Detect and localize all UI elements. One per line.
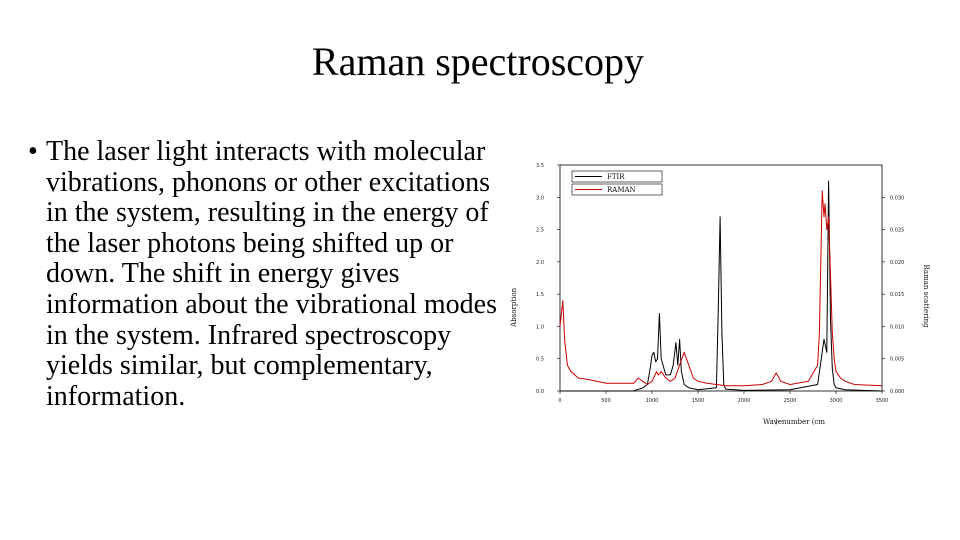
y-left-tick-label: 3.5 <box>536 163 544 169</box>
y-left-tick-label: 2.0 <box>536 260 544 266</box>
series-line-raman <box>559 190 883 387</box>
y-right-tick-label: 0.010 <box>890 324 904 330</box>
bullet-text: The laser light interacts with molecular… <box>46 136 498 412</box>
y-right-tick-label: 0.030 <box>890 195 904 201</box>
x-tick-label: 3000 <box>830 398 843 404</box>
y-right-tick-label: 0.025 <box>890 228 904 234</box>
x-tick-label: 0 <box>558 398 561 404</box>
x-axis-label: Wavenumber (cm <box>763 418 825 426</box>
y-left-tick-label: 1.0 <box>536 324 544 330</box>
legend-label-ftir: FTIR <box>607 173 625 181</box>
x-tick-label: 2000 <box>738 398 751 404</box>
bullet-marker: • <box>28 136 38 167</box>
y-left-tick-label: 1.5 <box>536 292 544 298</box>
series-line-ftir <box>560 180 883 392</box>
y-left-tick-label: 2.5 <box>536 228 544 234</box>
legend-box-ftir <box>571 170 663 183</box>
x-tick-label: 3500 <box>876 398 889 404</box>
y-right-tick-label: 0.005 <box>890 357 904 363</box>
y-left-tick-label: 0.0 <box>536 389 544 395</box>
y-left-tick-label: 0.5 <box>536 357 544 363</box>
y-left-tick-label: 3.0 <box>536 195 544 201</box>
y-right-tick-label: 0.000 <box>890 389 904 395</box>
legend-box-raman <box>571 183 663 196</box>
spectrum-chart-svg: 0 500 1000 1500 2000 2500 3000 3500 0.0 0.5 1.0 1.5… <box>510 163 930 426</box>
bullet-point: • The laser light interacts with molecul… <box>28 136 528 412</box>
x-tick-label: 500 <box>601 398 611 404</box>
x-tick-label: 1000 <box>646 398 659 404</box>
y-axis-label-right: Raman scattering <box>922 264 930 328</box>
y-right-tick-label: 0.015 <box>890 292 904 298</box>
y-axis-label-left: Absorption <box>510 287 518 327</box>
plot-frame <box>559 164 883 392</box>
legend-label-raman: RAMAN <box>607 186 636 194</box>
x-tick-label: 1500 <box>692 398 705 404</box>
x-tick-label: 2500 <box>784 398 797 404</box>
slide-title: Raman spectroscopy <box>311 39 645 84</box>
y-right-tick-label: 0.020 <box>890 260 904 266</box>
spectrum-chart: 0 500 1000 1500 2000 2500 3000 3500 0.0 0.5 1.0 1.5… <box>500 155 950 435</box>
x-axis-label-suffix: ) <box>775 418 778 426</box>
